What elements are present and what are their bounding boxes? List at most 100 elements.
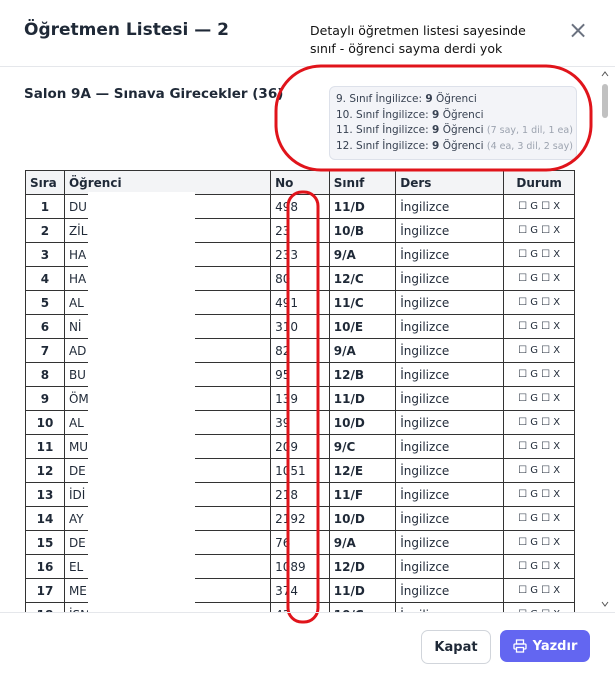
table-cell: İngilizce	[395, 362, 505, 387]
table-cell: ☐ G ☐ X	[503, 458, 575, 483]
table-cell: 1051	[270, 458, 330, 483]
table-cell: 95	[270, 362, 330, 387]
table-cell: 10/E	[328, 314, 397, 339]
table-cell: İngilizce	[395, 338, 505, 363]
table-cell: İngilizce	[395, 602, 505, 612]
summary-unit: Öğrenci	[442, 139, 484, 152]
table-cell: 17	[25, 578, 65, 603]
table-cell: 310	[270, 314, 330, 339]
table-cell: 6	[25, 314, 65, 339]
table-cell: İngilizce	[395, 482, 505, 507]
table-cell: 218	[270, 482, 330, 507]
table-cell: 9	[25, 386, 65, 411]
summary-unit: Öğrenci	[442, 124, 484, 136]
divider	[0, 612, 615, 613]
table-cell: ☐ G ☐ X	[503, 218, 575, 243]
table-cell: 9/A	[328, 530, 397, 555]
annotation-line: Detaylı öğretmen listesi sayesinde	[310, 23, 526, 38]
table-cell: 10/D	[328, 506, 397, 531]
scroll-thumb[interactable]	[602, 84, 608, 118]
column-header: No	[270, 170, 330, 195]
scroll-up[interactable]	[601, 71, 609, 77]
table-cell: 10/C	[328, 602, 397, 612]
table-cell: 491	[270, 290, 330, 315]
table-cell: ☐ G ☐ X	[503, 554, 575, 579]
table-cell: İngilizce	[395, 578, 505, 603]
scroll-down[interactable]	[601, 601, 609, 607]
table-cell: 209	[270, 434, 330, 459]
summary-unit: Öğrenci	[436, 93, 477, 105]
column-header: Öğrenci	[63, 170, 272, 195]
summary-line: 10. Sınıf İngilizce: 9 Öğrenci	[336, 108, 570, 124]
table-cell: ☐ G ☐ X	[503, 602, 575, 612]
table-cell: 8	[25, 362, 65, 387]
table-cell: ☐ G ☐ X	[503, 506, 575, 531]
table-cell: İngilizce	[395, 410, 505, 435]
summary-count: 9	[432, 124, 440, 136]
summary-unit: Öğrenci	[442, 108, 484, 121]
summary-line: 12. Sınıf İngilizce: 9 Öğrenci (4 ea, 3 …	[336, 139, 573, 155]
cancel-button[interactable]: Kapat	[421, 630, 491, 664]
table-cell: 16	[25, 554, 65, 579]
column-header: Sınıf	[328, 170, 397, 195]
table-cell: 2192	[270, 506, 330, 531]
table-cell: ☐ G ☐ X	[503, 314, 575, 339]
dialog-title: Öğretmen Listesi — 2	[24, 20, 229, 40]
table-cell: 11/D	[328, 578, 397, 603]
table-cell: 139	[270, 386, 330, 411]
table-cell: İngilizce	[395, 530, 505, 555]
summary-label: 10. Sınıf İngilizce:	[336, 108, 429, 121]
table-cell: 13	[25, 482, 65, 507]
table-cell: 233	[270, 242, 330, 267]
table-cell: 39	[270, 410, 330, 435]
summary-label: 11. Sınıf İngilizce:	[336, 124, 429, 136]
table-wrap: Sıra Öğrenci No Sınıf Ders Durum 1 DUR 498 11/D İn…	[25, 170, 575, 612]
column-header: Sıra	[25, 170, 65, 195]
table-cell: 80	[270, 266, 330, 291]
summary-label: 9. Sınıf İngilizce:	[336, 93, 422, 105]
summary-note: (7 say, 1 dil, 1 ea)	[486, 125, 573, 136]
table-cell: 498	[270, 194, 330, 219]
print-button[interactable]: Yazdır	[500, 630, 590, 662]
table-cell: 11/D	[328, 194, 397, 219]
column-header: Durum	[503, 170, 575, 195]
table-cell: 11/F	[328, 482, 397, 507]
table-cell: 2	[25, 218, 65, 243]
table-cell: 12/B	[328, 362, 397, 387]
annotation: Detaylı öğretmen listesi sayesinde sınıf…	[310, 22, 526, 58]
table-cell: İngilizce	[395, 506, 505, 531]
table-cell: 11/D	[328, 386, 397, 411]
table-cell: 18	[25, 602, 65, 612]
scrollbar	[601, 71, 609, 607]
table-cell: ☐ G ☐ X	[503, 266, 575, 291]
table-cell: 10/D	[328, 410, 397, 435]
table-cell: İngilizce	[395, 434, 505, 459]
table-cell: 15	[25, 530, 65, 555]
table-cell: 374	[270, 578, 330, 603]
divider	[0, 66, 615, 67]
column-header: Ders	[395, 170, 505, 195]
table-cell: 3	[25, 242, 65, 267]
table-cell: İngilizce	[395, 266, 505, 291]
table-cell: 82	[270, 338, 330, 363]
table-cell: 11/C	[328, 290, 397, 315]
table-cell: ☐ G ☐ X	[503, 194, 575, 219]
table-row: 11 MU 209 9/C İngilizce ☐ G ☐ X	[25, 434, 575, 459]
table-cell: 4	[25, 266, 65, 291]
table-row: 3 HA 233 9/A İngilizce ☐ G ☐ X	[25, 242, 575, 267]
annotation-line: sınıf - öğrenci sayma derdi yok	[310, 41, 503, 56]
summary-box: 9. Sınıf İngilizce: 9 Öğrenci 10. Sınıf İ…	[329, 86, 577, 160]
summary-line: 9. Sınıf İngilizce: 9 Öğrenci	[336, 92, 570, 108]
redaction	[88, 192, 195, 612]
table-cell: 76	[270, 530, 330, 555]
close-button[interactable]: ×	[568, 16, 589, 44]
table-cell: 12/D	[328, 554, 397, 579]
table-cell: ☐ G ☐ X	[503, 386, 575, 411]
table-cell: 43	[270, 602, 330, 612]
table-cell: İngilizce	[395, 554, 505, 579]
table-cell: İngilizce	[395, 314, 505, 339]
section-title: Salon 9A — Sınava Girecekler (36)	[24, 86, 284, 102]
table-cell: İngilizce	[395, 290, 505, 315]
table-cell: ☐ G ☐ X	[503, 290, 575, 315]
